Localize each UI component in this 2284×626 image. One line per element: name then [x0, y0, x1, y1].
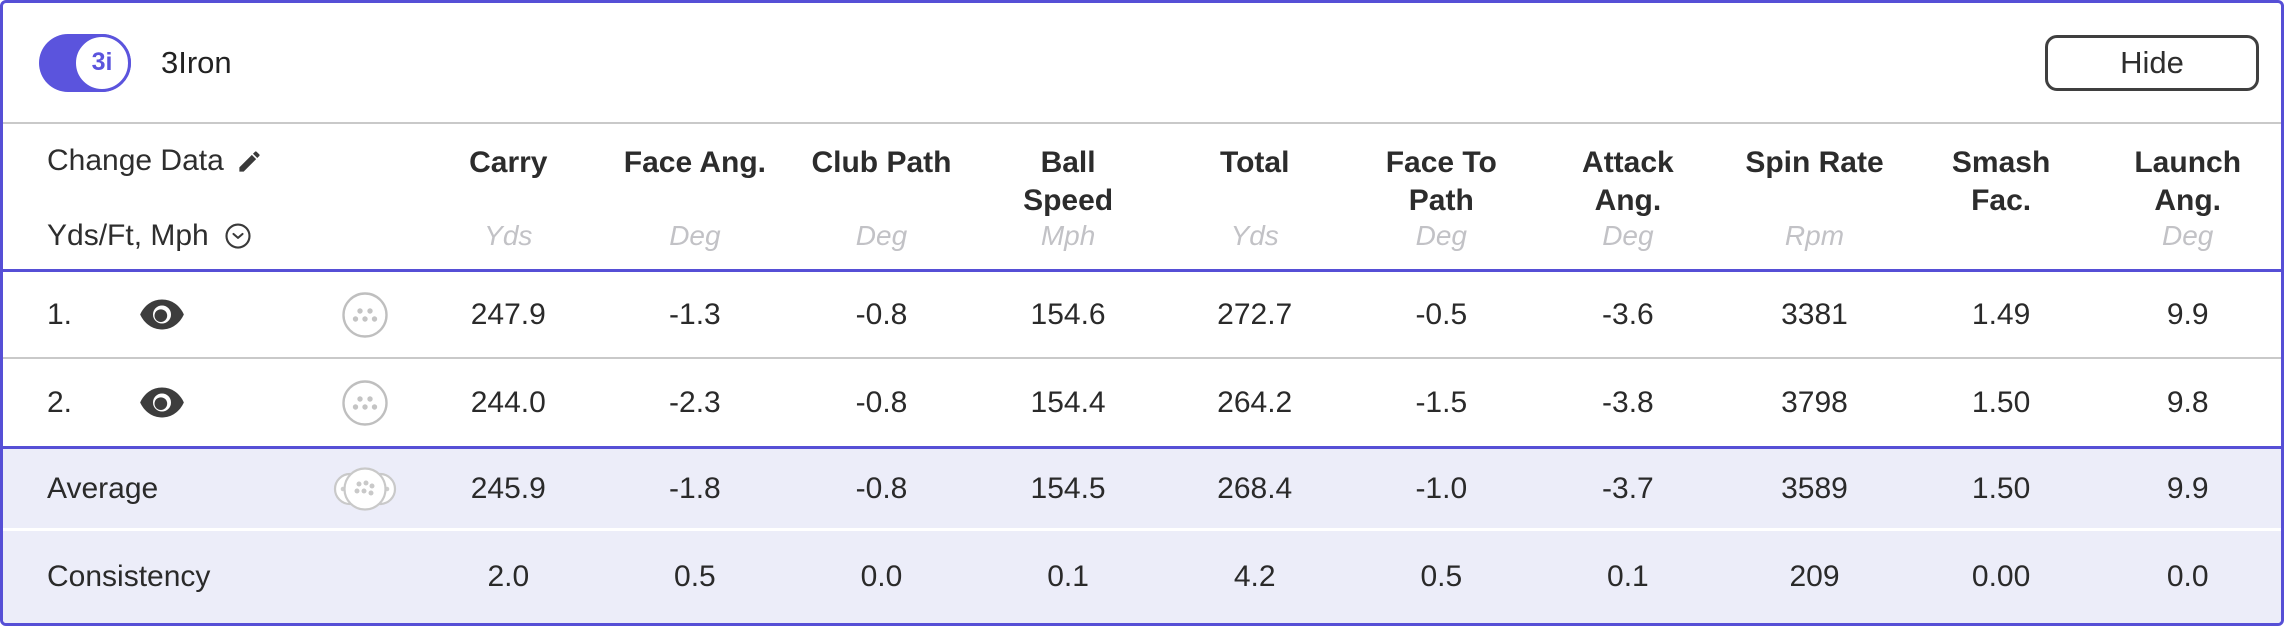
consistency-row-label-cell: Consistency [3, 560, 415, 594]
cons-smash-factor: 0.00 [1971, 560, 2031, 593]
unit-launch-angle: Deg [2162, 220, 2214, 251]
cons-total: 4.2 [1233, 560, 1276, 593]
golf-ball-icon[interactable] [341, 379, 389, 427]
average-label: Average [47, 471, 159, 505]
cons-club-path: 0.0 [860, 560, 903, 593]
golf-ball-icon[interactable] [341, 291, 389, 339]
avg-face-angle: -1.8 [669, 471, 721, 505]
panel-top-bar: 3i 3Iron Hide [3, 3, 2281, 124]
column-header-attack-angle: Attack Ang. [1582, 146, 1674, 217]
cons-spin-rate: 209 [1789, 560, 1840, 593]
consistency-label: Consistency [47, 560, 211, 593]
avg-attack-angle: -3.7 [1602, 471, 1654, 505]
shot2-face-angle: -2.3 [669, 385, 721, 419]
column-header-club-path: Club Path [811, 146, 952, 179]
cons-attack-angle: 0.1 [1607, 560, 1649, 593]
shot1-total: 272.7 [1217, 297, 1293, 331]
consistency-row: Consistency 2.0 0.5 0.0 0.1 4.2 0.5 0.1 … [3, 531, 2281, 623]
column-header-face-angle: Face Ang. [623, 146, 767, 179]
shot-row-2-controls: 2. [3, 379, 415, 427]
column-header-launch-angle: Launch Ang. [2134, 146, 2242, 217]
avg-total: 268.4 [1217, 471, 1293, 505]
club-enabled-toggle[interactable]: 3i [39, 33, 131, 92]
shot1-spin-rate: 3381 [1781, 297, 1848, 331]
unit-face-angle: Deg [669, 220, 721, 251]
units-selector[interactable]: Yds/Ft, Mph [3, 219, 415, 253]
shot-row-2: 2. 244.0 -2.3 -0.8 154.4 264.2 -1.5 -3.8… [3, 359, 2281, 446]
column-header-ball-speed: Ball Speed [1023, 146, 1114, 217]
shot-row-1: 1. 247.9 -1.3 -0.8 154.6 272.7 -0.5 -3.6… [3, 272, 2281, 359]
avg-spin-rate: 3589 [1781, 471, 1848, 505]
column-header-carry: Carry [469, 146, 548, 179]
chevron-down-circle-icon [225, 223, 251, 249]
eye-visibility-icon[interactable] [139, 299, 185, 330]
shot1-attack-angle: -3.6 [1602, 297, 1654, 331]
change-data-label: Change Data [47, 144, 224, 177]
avg-club-path: -0.8 [855, 471, 908, 505]
hide-button[interactable]: Hide [2045, 34, 2259, 91]
column-header-spin-rate: Spin Rate [1745, 146, 1884, 179]
eye-visibility-icon[interactable] [139, 387, 185, 418]
avg-smash-factor: 1.50 [1971, 471, 2031, 505]
units-row: Yds/Ft, Mph Yds Deg Deg Mph Yds Deg Deg … [3, 219, 2281, 253]
shot2-launch-angle: 9.8 [2166, 385, 2209, 419]
column-header-total: Total [1219, 146, 1290, 179]
unit-ball-speed: Mph [1040, 220, 1096, 251]
shot-number: 1. [47, 297, 73, 331]
shot2-club-path: -0.8 [855, 385, 908, 419]
shot2-smash-factor: 1.50 [1971, 385, 2031, 419]
pencil-icon [239, 150, 260, 172]
club-abbrev-label: 3i [91, 48, 113, 76]
shot1-face-to-path: -0.5 [1415, 297, 1468, 331]
shot1-launch-angle: 9.9 [2166, 297, 2209, 331]
shot2-attack-angle: -3.8 [1602, 385, 1654, 419]
table-header: Change Data Carry Face Ang. Club Path Ba… [3, 124, 2281, 272]
shot1-face-angle: -1.3 [669, 297, 721, 331]
club-name: 3Iron [161, 44, 232, 80]
column-header-face-to-path: Face To Path [1385, 146, 1497, 217]
unit-total: Yds [1230, 220, 1279, 251]
change-data-control[interactable]: Change Data [3, 144, 415, 178]
column-header-row: Change Data Carry Face Ang. Club Path Ba… [3, 144, 2281, 219]
avg-carry: 245.9 [470, 471, 546, 505]
shot2-ball-speed: 154.4 [1030, 385, 1106, 419]
average-row: Average 245.9 -1.8 -0.8 154.5 268.4 -1.0… [3, 446, 2281, 531]
shot2-face-to-path: -1.5 [1415, 385, 1468, 419]
golf-balls-group-icon [333, 464, 397, 514]
average-row-label-cell: Average [3, 464, 415, 514]
cons-face-angle: 0.5 [674, 560, 716, 593]
unit-carry: Yds [484, 220, 533, 251]
shot2-spin-rate: 3798 [1781, 385, 1848, 419]
unit-club-path: Deg [855, 220, 908, 251]
shot1-ball-speed: 154.6 [1030, 297, 1106, 331]
shot1-carry: 247.9 [470, 297, 546, 331]
shot-row-1-controls: 1. [3, 291, 415, 339]
shot-number: 2. [47, 385, 73, 419]
unit-spin-rate: Rpm [1784, 220, 1845, 251]
cons-carry: 2.0 [487, 560, 530, 593]
shot2-total: 264.2 [1217, 385, 1293, 419]
avg-ball-speed: 154.5 [1030, 471, 1106, 505]
unit-face-to-path: Deg [1415, 220, 1467, 251]
cons-face-to-path: 0.5 [1420, 560, 1463, 593]
unit-attack-angle: Deg [1602, 220, 1654, 251]
cons-launch-angle: 0.0 [2166, 560, 2209, 593]
club-toggle-knob: 3i [73, 33, 131, 92]
units-selector-label: Yds/Ft, Mph [47, 219, 209, 252]
avg-launch-angle: 9.9 [2166, 471, 2209, 505]
shot1-smash-factor: 1.49 [1971, 297, 2031, 331]
shot1-club-path: -0.8 [855, 297, 908, 331]
column-header-smash-factor: Smash Fac. [1951, 146, 2051, 217]
cons-ball-speed: 0.1 [1047, 560, 1089, 593]
shot2-carry: 244.0 [470, 385, 546, 419]
avg-face-to-path: -1.0 [1415, 471, 1468, 505]
